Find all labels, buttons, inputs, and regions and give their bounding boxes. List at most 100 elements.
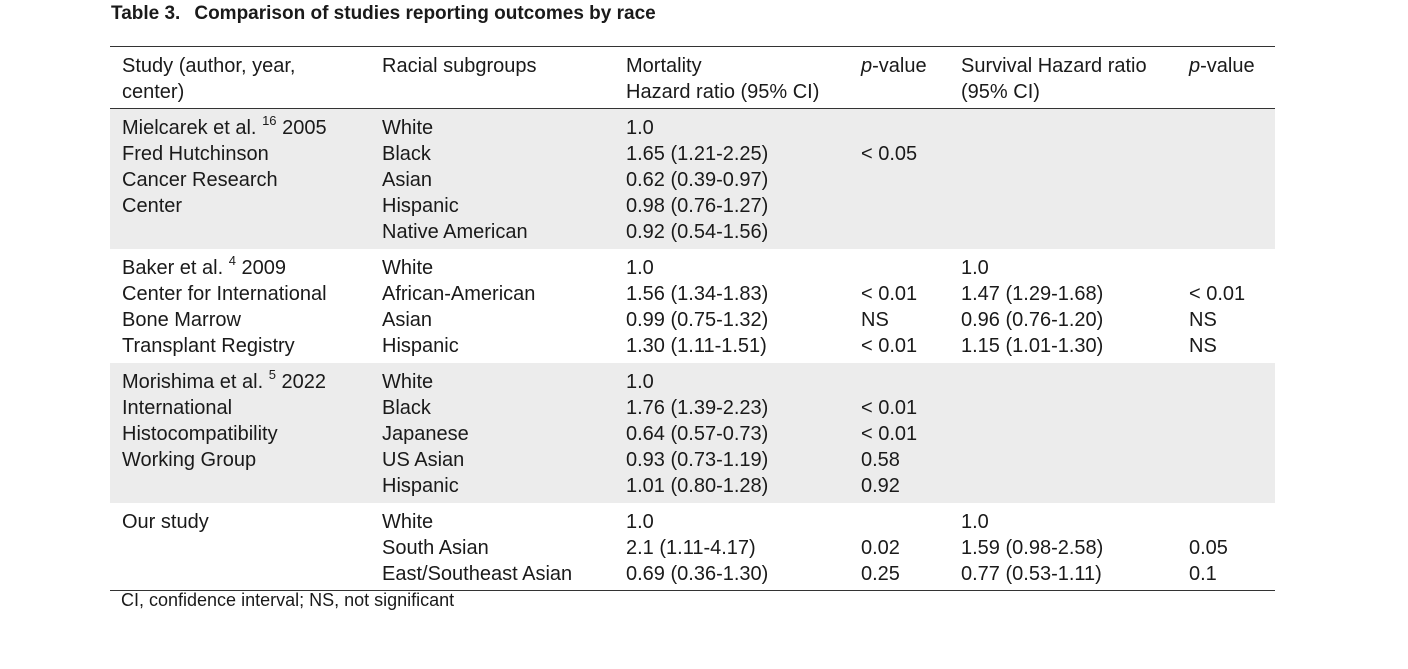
mortality-hr-value: 0.93 (0.73-1.19): [626, 449, 769, 471]
p-survival-cell: < 0.01 NS NS: [1177, 249, 1275, 363]
survival-hr-value: [961, 473, 1177, 499]
subgroup-label: East/Southeast Asian: [382, 563, 573, 585]
p-mortality-value: NS: [861, 309, 889, 331]
subgroup-label: White: [382, 511, 434, 533]
p-survival-cell: 0.05 0.1: [1177, 503, 1275, 591]
mortality-hr-value: 0.98 (0.76-1.27): [626, 195, 769, 217]
study-center-line: Transplant Registry: [122, 335, 295, 357]
study-center-line: Cancer Research: [122, 169, 278, 191]
header-p-value-survival: p-value: [1177, 46, 1275, 109]
p-mortality-value: < 0.01: [861, 423, 918, 445]
mortality-hr-value: 1.65 (1.21-2.25): [626, 143, 769, 165]
subgroup-label: Asian: [382, 309, 433, 331]
p-survival-value: [1189, 193, 1275, 219]
p-mortality-value: [861, 193, 949, 219]
subgroup-label: Black: [382, 143, 431, 165]
header-mortality: Mortality Hazard ratio (95% CI): [614, 46, 849, 109]
study-center-line: Histocompatibility: [122, 423, 278, 445]
subgroup-label: Hispanic: [382, 335, 459, 357]
survival-hr-value: [961, 421, 1177, 447]
mortality-hr-value: 0.69 (0.36-1.30): [626, 563, 769, 585]
p-mortality-value: < 0.05: [861, 143, 918, 165]
survival-hr-value: [961, 167, 1177, 193]
study-center-line: International: [122, 397, 233, 419]
p-mortality-value: < 0.01: [861, 397, 918, 419]
p-mortality-cell: < 0.01 < 0.01 0.58 0.92: [849, 363, 949, 503]
subgroup-label: Asian: [382, 169, 433, 191]
p-mortality-value: 0.02: [861, 537, 900, 559]
study-center-line: Center for International: [122, 283, 327, 305]
survival-hr-value: [961, 369, 1177, 395]
survival-hr-value: 0.77 (0.53-1.11): [961, 563, 1102, 585]
p-survival-value: [1189, 167, 1275, 193]
reference-number: 4: [228, 253, 236, 269]
mortality-hr-value: 1.0: [626, 117, 654, 139]
study-author: Baker et al.: [122, 257, 224, 279]
study-author: Mielcarek et al.: [122, 117, 257, 139]
p-survival-value: < 0.01: [1189, 283, 1246, 305]
mortality-hr-value: 1.76 (1.39-2.23): [626, 397, 769, 419]
p-mortality-value: [861, 255, 949, 281]
p-survival-value: [1189, 509, 1275, 535]
subgroup-cell: White Black Japanese US Asian Hispanic: [370, 363, 614, 503]
survival-hr-value: [961, 395, 1177, 421]
survival-hr-value: 1.47 (1.29-1.68): [961, 283, 1104, 305]
p-survival-value: [1189, 115, 1275, 141]
table-row: Morishima et al. 5 2022 International Hist…: [110, 363, 1275, 503]
subgroup-cell: White South Asian East/Southeast Asian: [370, 503, 614, 591]
table-row: Our study White South Asian East/Southeast …: [110, 503, 1275, 591]
p-mortality-value: 0.25: [861, 563, 900, 585]
survival-hr-value: [961, 141, 1177, 167]
table-number: Table 3.: [111, 3, 181, 24]
mortality-hr-value: 2.1 (1.11-4.17): [626, 537, 756, 559]
p-survival-value: [1189, 255, 1275, 281]
subgroup-label: South Asian: [382, 537, 489, 559]
p-survival-value: NS: [1189, 309, 1217, 331]
p-mortality-value: [861, 167, 949, 193]
table-caption: Table 3. Comparison of studies reporting …: [111, 2, 656, 26]
study-cell: Baker et al. 4 2009 Center for Internatio…: [110, 249, 370, 363]
study-cell: Our study: [110, 503, 370, 591]
mortality-hr-value: 1.0: [626, 511, 654, 533]
subgroup-label: White: [382, 117, 434, 139]
p-mortality-cell: 0.02 0.25: [849, 503, 949, 591]
study-center-line: Fred Hutchinson: [122, 143, 269, 165]
survival-hr-value: [961, 115, 1177, 141]
p-mortality-value: [861, 369, 949, 395]
subgroup-label: Hispanic: [382, 475, 459, 497]
study-year: 2022: [275, 371, 327, 393]
survival-hr-value: 1.15 (1.01-1.30): [961, 335, 1104, 357]
comparison-table: Study (author, year, center) Racial subg…: [110, 46, 1275, 591]
p-mortality-value: < 0.01: [861, 283, 918, 305]
survival-hr-cell: [949, 363, 1177, 503]
mortality-hr-value: 1.56 (1.34-1.83): [626, 283, 769, 305]
p-survival-value: 0.05: [1189, 537, 1228, 559]
subgroup-label: Japanese: [382, 423, 469, 445]
reference-number: 5: [268, 367, 276, 383]
table-row: Mielcarek et al. 16 2005 Fred Hutchinson C…: [110, 108, 1275, 249]
subgroup-cell: White African-American Asian Hispanic: [370, 249, 614, 363]
study-center-line: Bone Marrow: [122, 309, 241, 331]
reference-number: 16: [262, 113, 277, 129]
header-survival: Survival Hazard ratio (95% CI): [949, 46, 1177, 109]
study-center-line: Center: [122, 195, 183, 217]
subgroup-label: Hispanic: [382, 195, 459, 217]
subgroup-cell: White Black Asian Hispanic Native American: [370, 108, 614, 249]
p-survival-value: [1189, 395, 1275, 421]
survival-hr-value: 0.96 (0.76-1.20): [961, 309, 1104, 331]
subgroup-label: Black: [382, 397, 431, 419]
study-author: Our study: [122, 511, 209, 533]
p-mortality-cell: < 0.01 NS < 0.01: [849, 249, 949, 363]
study-author: Morishima et al.: [122, 371, 264, 393]
header-subgroups: Racial subgroups: [370, 46, 614, 109]
header-study: Study (author, year, center): [110, 46, 370, 109]
study-year: 2005: [276, 117, 327, 139]
subgroup-label: Native American: [382, 221, 528, 243]
p-mortality-value: [861, 115, 949, 141]
p-mortality-value: 0.58: [861, 449, 900, 471]
study-year: 2009: [235, 257, 287, 279]
p-survival-value: 0.1: [1189, 563, 1217, 585]
table-title: Comparison of studies reporting outcomes…: [194, 3, 656, 24]
survival-hr-value: [961, 447, 1177, 473]
mortality-hr-value: 0.92 (0.54-1.56): [626, 221, 769, 243]
